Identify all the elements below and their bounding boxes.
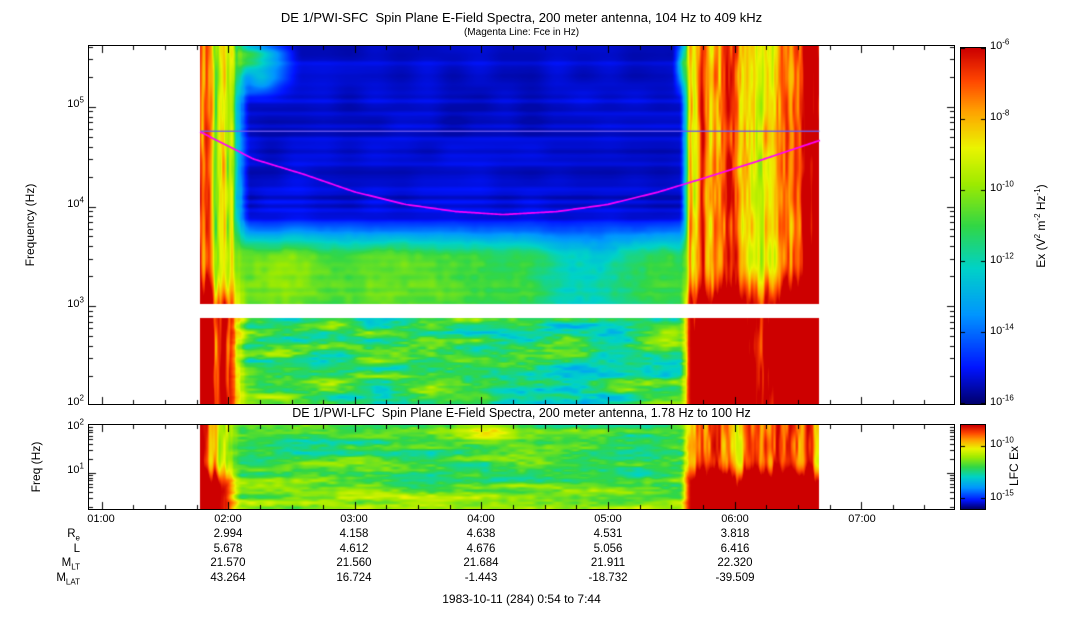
ephemeris-value: -18.732 (588, 572, 628, 584)
ephemeris-row-label-mlt: MLT (61, 557, 80, 572)
ephemeris-value: 21.570 (210, 557, 246, 569)
xtick-0700: 07:00 (848, 513, 876, 525)
ephemeris-value: 21.560 (336, 557, 372, 569)
ephemeris-value: 21.684 (463, 557, 499, 569)
fce-line-legend: (Magenta Line: Fce in Hz) (463, 27, 580, 38)
lfc-cbtick-1: 10-15 (990, 488, 1014, 503)
ephemeris-value: 4.158 (339, 528, 369, 540)
sfc-colorbar (960, 47, 986, 405)
ephemeris-value: 4.638 (466, 528, 496, 540)
sfc-ytick-1e5: 105 (67, 95, 84, 110)
ephemeris-value: 2.994 (213, 528, 243, 540)
sfc-cbtick-3: 10-12 (990, 251, 1014, 266)
ephemeris-value: 4.676 (466, 543, 496, 555)
xtick-0400: 04:00 (467, 513, 495, 525)
sfc-cbtick-5: 10-16 (990, 393, 1014, 408)
time-range-footer: 1983-10-11 (284) 0:54 to 7:44 (442, 592, 601, 606)
ephemeris-value: 3.818 (720, 528, 750, 540)
ephemeris-row-label-mlat: MLAT (56, 572, 80, 587)
sfc-ytick-1e2: 102 (67, 393, 84, 408)
sfc-cbtick-4: 10-14 (990, 322, 1014, 337)
ephemeris-value: 21.911 (590, 557, 626, 569)
sfc-ytick-1e4: 104 (67, 195, 84, 210)
ephemeris-value: 6.416 (720, 543, 750, 555)
ephemeris-value: 16.724 (336, 572, 372, 584)
sfc-spectrogram-panel (88, 45, 955, 405)
sfc-colorbar-label: Ex (V2 m-2 Hz-1) (1033, 184, 1048, 268)
lfc-panel-title: DE 1/PWI-LFC Spin Plane E-Field Spectra,… (292, 406, 751, 420)
sfc-panel-title: DE 1/PWI-SFC Spin Plane E-Field Spectra,… (280, 10, 763, 25)
ephemeris-value: 22.320 (717, 557, 753, 569)
lfc-colorbar (960, 424, 986, 510)
lfc-spectrogram-panel (88, 424, 955, 510)
xtick-0300: 03:00 (340, 513, 368, 525)
lfc-spectrogram-canvas (89, 425, 954, 509)
lfc-cbtick-0: 10-10 (990, 435, 1014, 450)
ephemeris-value: 4.531 (593, 528, 623, 540)
lfc-ytick-1e2: 102 (67, 417, 84, 432)
lfc-ytick-1e1: 101 (67, 461, 84, 476)
lfc-colorbar-label: LFC Ex (1007, 446, 1021, 487)
ephemeris-value: -1.443 (464, 572, 498, 584)
sfc-y-axis-label: Frequency (Hz) (23, 183, 37, 267)
xtick-0100: 01:00 (87, 513, 115, 525)
xtick-0600: 06:00 (721, 513, 749, 525)
sfc-cbtick-2: 10-10 (990, 179, 1014, 194)
xtick-0500: 05:00 (594, 513, 622, 525)
lfc-colorbar-canvas (961, 425, 985, 509)
ephemeris-value: 4.612 (339, 543, 369, 555)
xtick-0200: 02:00 (214, 513, 242, 525)
ephemeris-value: 5.678 (213, 543, 243, 555)
sfc-cbtick-0: 10-6 (990, 37, 1010, 52)
sfc-cbtick-1: 10-8 (990, 108, 1010, 123)
ephemeris-row-label-re: Re (67, 528, 80, 543)
lfc-y-axis-label: Freq (Hz) (29, 441, 43, 493)
sfc-ytick-1e3: 103 (67, 295, 84, 310)
sfc-colorbar-canvas (961, 48, 985, 404)
ephemeris-value: 43.264 (210, 572, 246, 584)
ephemeris-row-label-l: L (73, 543, 80, 555)
sfc-spectrogram-canvas (89, 46, 954, 404)
ephemeris-value: -39.509 (715, 572, 755, 584)
ephemeris-value: 5.056 (593, 543, 623, 555)
